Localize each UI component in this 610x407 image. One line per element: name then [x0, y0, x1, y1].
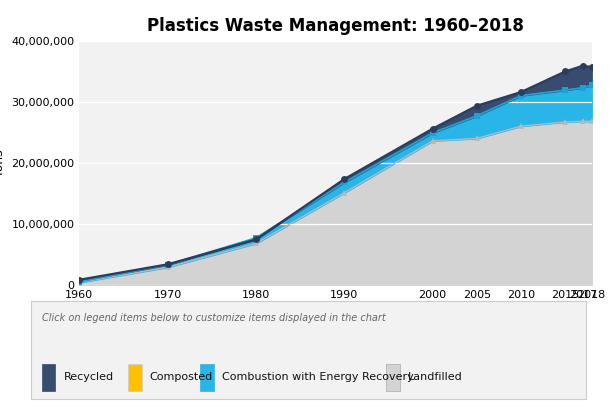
Text: Click on legend items below to customize items displayed in the chart: Click on legend items below to customize…: [41, 313, 386, 323]
Y-axis label: Tons: Tons: [0, 149, 5, 177]
Title: Plastics Waste Management: 1960–2018: Plastics Waste Management: 1960–2018: [147, 17, 524, 35]
Text: Recycled: Recycled: [64, 372, 114, 382]
Text: Composted: Composted: [150, 372, 213, 382]
Bar: [200, 364, 214, 391]
Bar: [386, 364, 400, 391]
Text: Combustion with Energy Recovery: Combustion with Energy Recovery: [222, 372, 414, 382]
Bar: [41, 364, 56, 391]
Bar: [127, 364, 142, 391]
X-axis label: Year: Year: [317, 307, 354, 322]
Text: Landfilled: Landfilled: [408, 372, 463, 382]
